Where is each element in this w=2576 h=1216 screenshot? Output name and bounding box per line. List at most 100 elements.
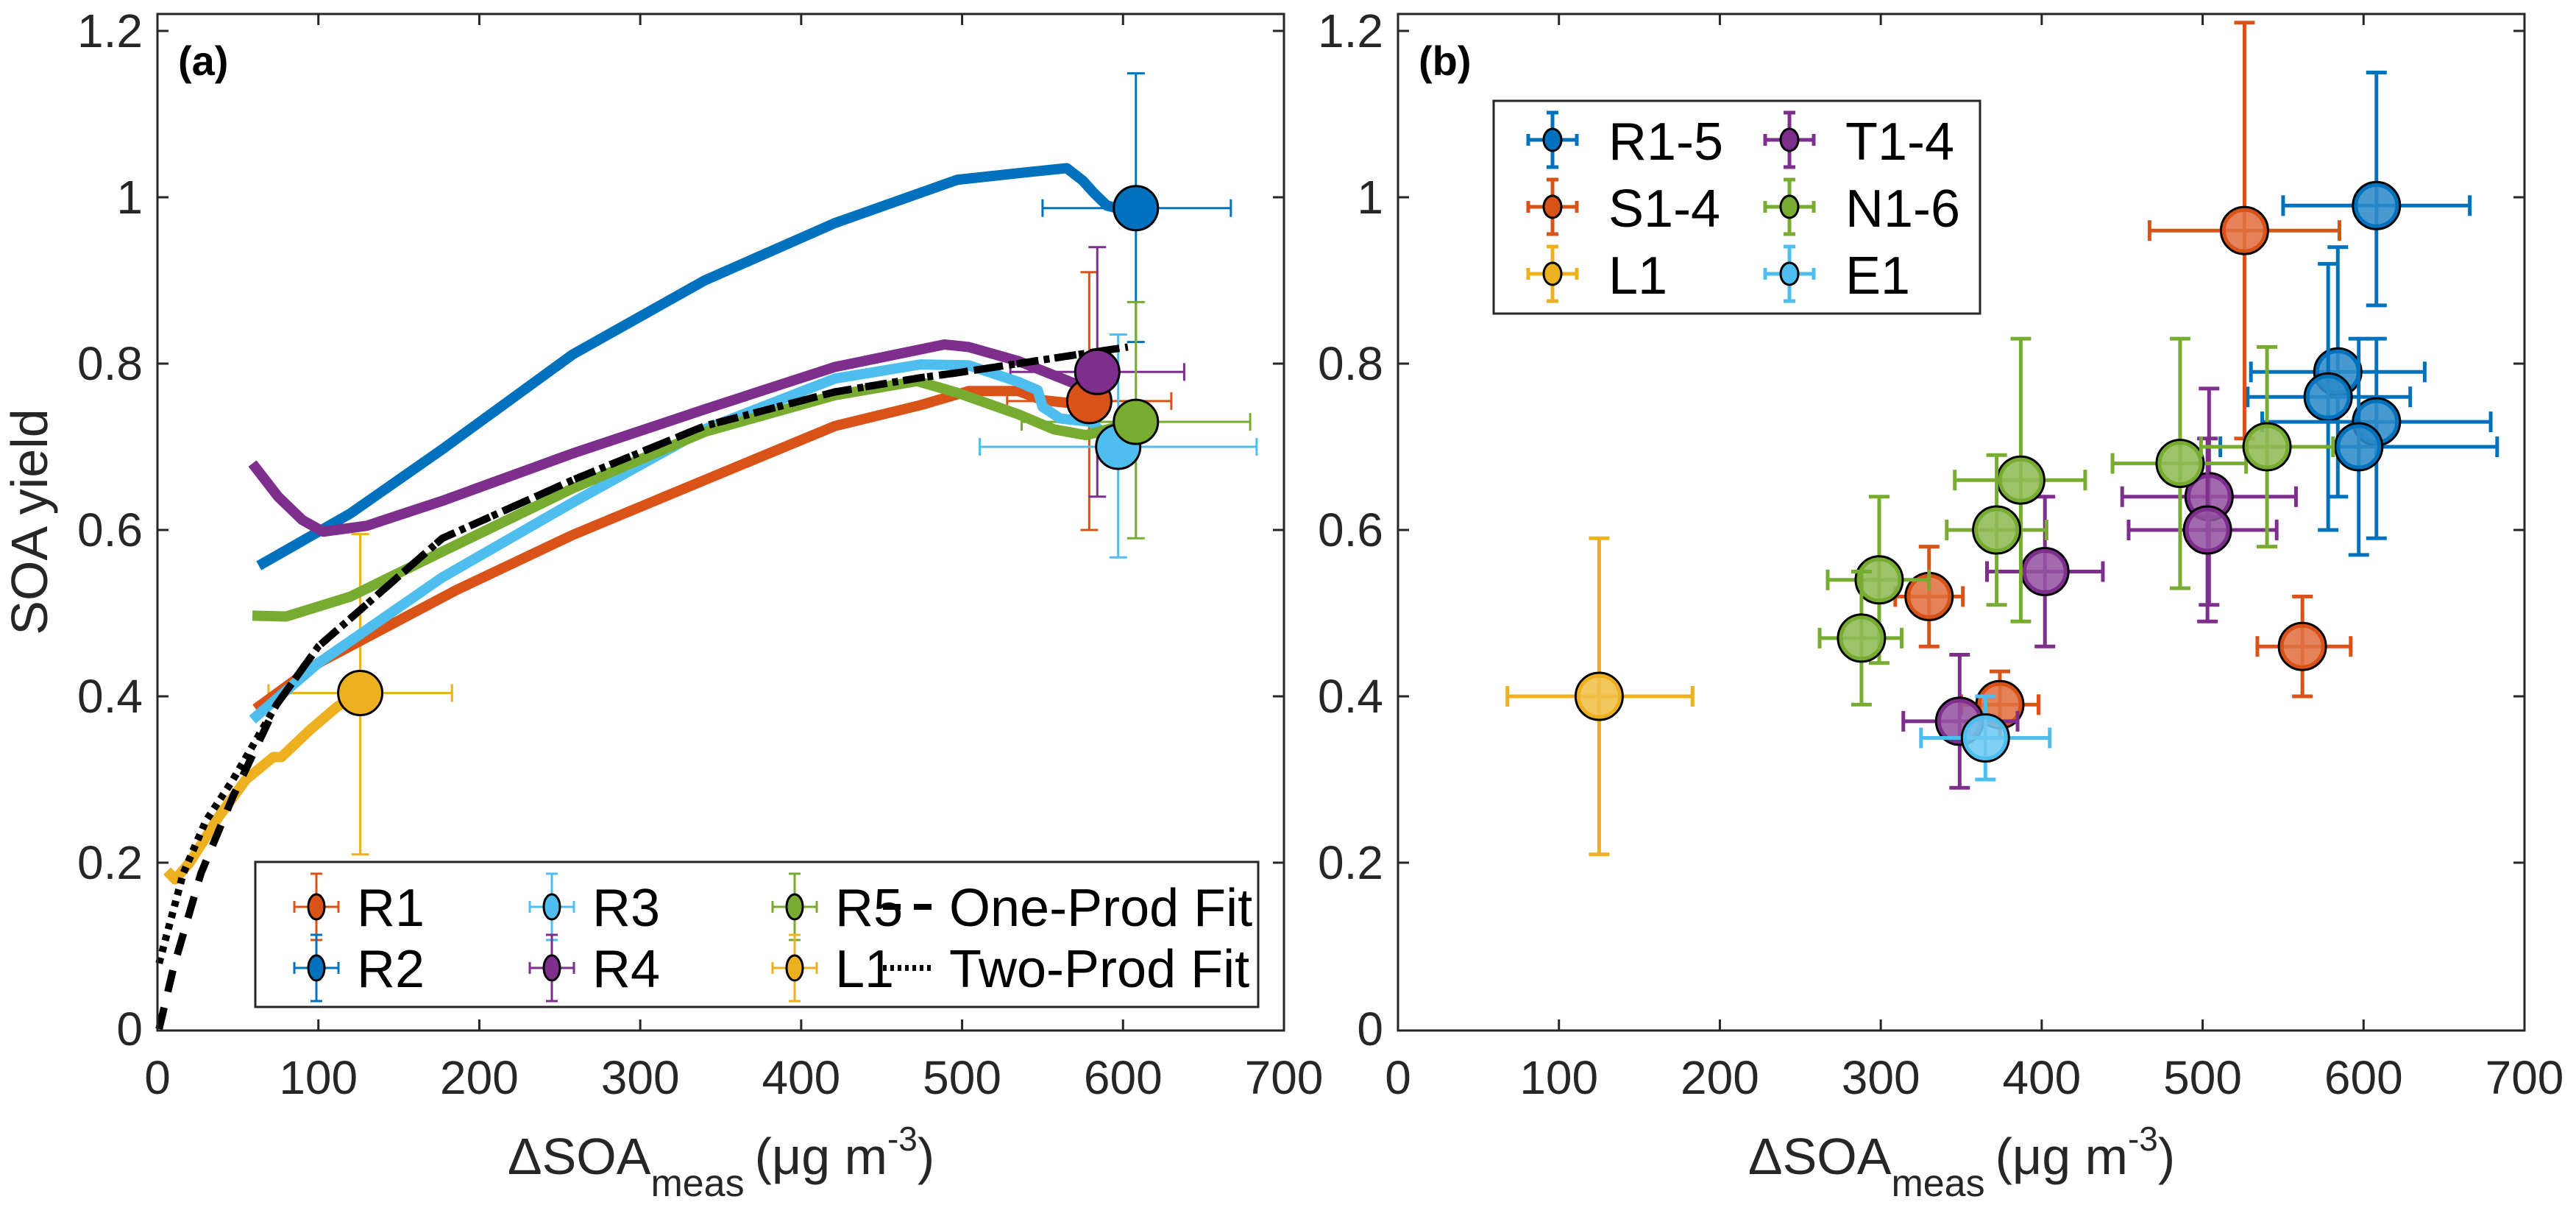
panel-b-ticks: 0 100 200 300 400 500 600 700 0 0.2 0.4 0.6 0.8 1 1.2 — [1318, 4, 2563, 1104]
marker-fill — [1855, 556, 1903, 604]
x-tick-label: 0 — [1385, 1051, 1411, 1104]
marker-outline — [2352, 180, 2402, 230]
x-tick-label: 600 — [1084, 1051, 1163, 1104]
legend-label: T1-4 — [1845, 113, 1954, 172]
curve-r3 — [249, 359, 1122, 724]
panel-b-axes-box — [1397, 13, 2526, 1032]
legend-marker-icon — [1779, 127, 1800, 152]
legend-label: E1 — [1845, 247, 1910, 305]
x-tick-label: 100 — [279, 1051, 358, 1104]
legend-item-t1-4: T1-4 — [1763, 110, 1954, 172]
xlabel-sub: meas — [650, 1162, 744, 1205]
legend-item-r1: R1 — [293, 872, 425, 941]
legend-marker-icon — [307, 954, 326, 982]
data-point — [1817, 570, 1904, 707]
x-tick-label: 400 — [762, 1051, 840, 1104]
marker-fill — [1973, 506, 2021, 554]
legend-label: L1 — [1608, 247, 1667, 305]
data-point — [2255, 594, 2353, 699]
panel-a-ticks: 0 100 200 300 400 500 600 700 0 0.2 0.4 0.6 0.8 1 1.2 — [77, 4, 1323, 1104]
legend-label: N1-6 — [1845, 180, 1960, 238]
panel-b-legend: R1-5 S1-4 L1 T1-4 N1-6 E1 — [1492, 99, 1981, 315]
y-tick-label: 1 — [116, 171, 143, 224]
y-tick-label: 0.8 — [77, 337, 143, 390]
panel-b-label: (b) — [1419, 38, 1472, 84]
data-point — [2199, 344, 2335, 549]
series-r1-5 — [2218, 71, 2499, 557]
y-tick-label: 0.4 — [77, 670, 143, 723]
series-l1 — [1505, 536, 1695, 857]
curve-r2 — [256, 163, 1137, 570]
marker-outline — [1972, 505, 2022, 555]
y-tick-label: 0.6 — [1318, 503, 1383, 556]
data-point — [1825, 495, 1931, 665]
legend-item-r1-5: R1-5 — [1526, 110, 1723, 172]
x-tick-label: 400 — [2002, 1051, 2081, 1104]
data-point — [1505, 536, 1695, 857]
marker-l1 — [337, 669, 384, 716]
marker-fill — [2020, 548, 2069, 595]
marker-fill — [1837, 614, 1886, 662]
legend-label: R1-5 — [1608, 113, 1723, 172]
marker-fill — [1575, 672, 1623, 721]
marker-outline — [1574, 671, 1624, 721]
data-point — [1893, 545, 1965, 648]
panel-b-plot-area — [1505, 21, 2499, 857]
legend-item-e1: E1 — [1763, 244, 1910, 305]
marker-outline — [1960, 713, 2010, 763]
panel-b-xlabel: ΔSOAmeas (μg m-3) — [1748, 1120, 2175, 1205]
y-tick-label: 0.4 — [1318, 670, 1383, 723]
legend-item-r4: R4 — [528, 933, 660, 1003]
legend-item-l1: L1 — [1526, 244, 1667, 305]
y-tick-label: 0.2 — [77, 836, 143, 889]
series-n1-6 — [1817, 336, 2335, 707]
legend-marker-icon — [1542, 127, 1563, 152]
y-tick-label: 0.2 — [1318, 836, 1383, 889]
series-e1 — [1919, 694, 2052, 782]
legend-marker-icon — [542, 954, 561, 982]
y-tick-label: 1.2 — [1318, 4, 1383, 57]
data-point — [1919, 694, 2052, 782]
legend-item-one-prod-fit: One-Prod Fit — [883, 879, 1252, 938]
marker-fill — [1996, 456, 2045, 504]
xlabel-close: ) — [918, 1128, 934, 1185]
y-tick-label: 0.8 — [1318, 337, 1383, 390]
x-tick-label: 200 — [440, 1051, 519, 1104]
marker-fill — [2278, 622, 2327, 671]
data-point — [2110, 336, 2249, 590]
data-point — [1945, 453, 2048, 607]
marker-outline — [2242, 422, 2292, 472]
marker-fill — [2335, 423, 2383, 471]
panel-a-ylabel: SOA yield — [1, 409, 58, 634]
data-point — [1953, 336, 2087, 623]
marker-fill — [2183, 506, 2232, 554]
xlabel-unit: (μg m — [1995, 1128, 2128, 1185]
marker-outline — [2219, 205, 2269, 255]
marker-fill — [2243, 423, 2291, 471]
marker-outline — [2155, 439, 2205, 489]
x-tick-label: 700 — [2485, 1051, 2564, 1104]
marker-fill — [2304, 372, 2352, 421]
marker-fill — [2220, 206, 2268, 255]
marker-fill — [1961, 714, 2009, 762]
x-tick-label: 200 — [1681, 1051, 1759, 1104]
x-tick-label: 100 — [1519, 1051, 1598, 1104]
panel-a-axes-box — [156, 13, 1285, 1032]
series-s1-4 — [1893, 21, 2353, 740]
legend-item-r3: R3 — [528, 872, 660, 941]
x-tick-label: 500 — [923, 1051, 1001, 1104]
legend-label: Two-Prod Fit — [949, 940, 1249, 999]
curve-r1 — [252, 386, 1090, 713]
marker-outline — [2277, 621, 2327, 671]
marker-r2 — [1113, 185, 1160, 232]
legend-marker-icon — [307, 893, 326, 921]
legend-label: R2 — [357, 940, 425, 999]
panel-a-xlabel: ΔSOAmeas (μg m-3) — [508, 1120, 934, 1205]
panel-a: 0 100 200 300 400 500 600 70000.20.40.60.811.2 … — [1, 4, 1323, 1205]
xlabel-close: ) — [2158, 1128, 2175, 1185]
x-tick-label: 600 — [2324, 1051, 2403, 1104]
x-tick-label: 300 — [601, 1051, 680, 1104]
marker-outline — [2334, 422, 2384, 472]
